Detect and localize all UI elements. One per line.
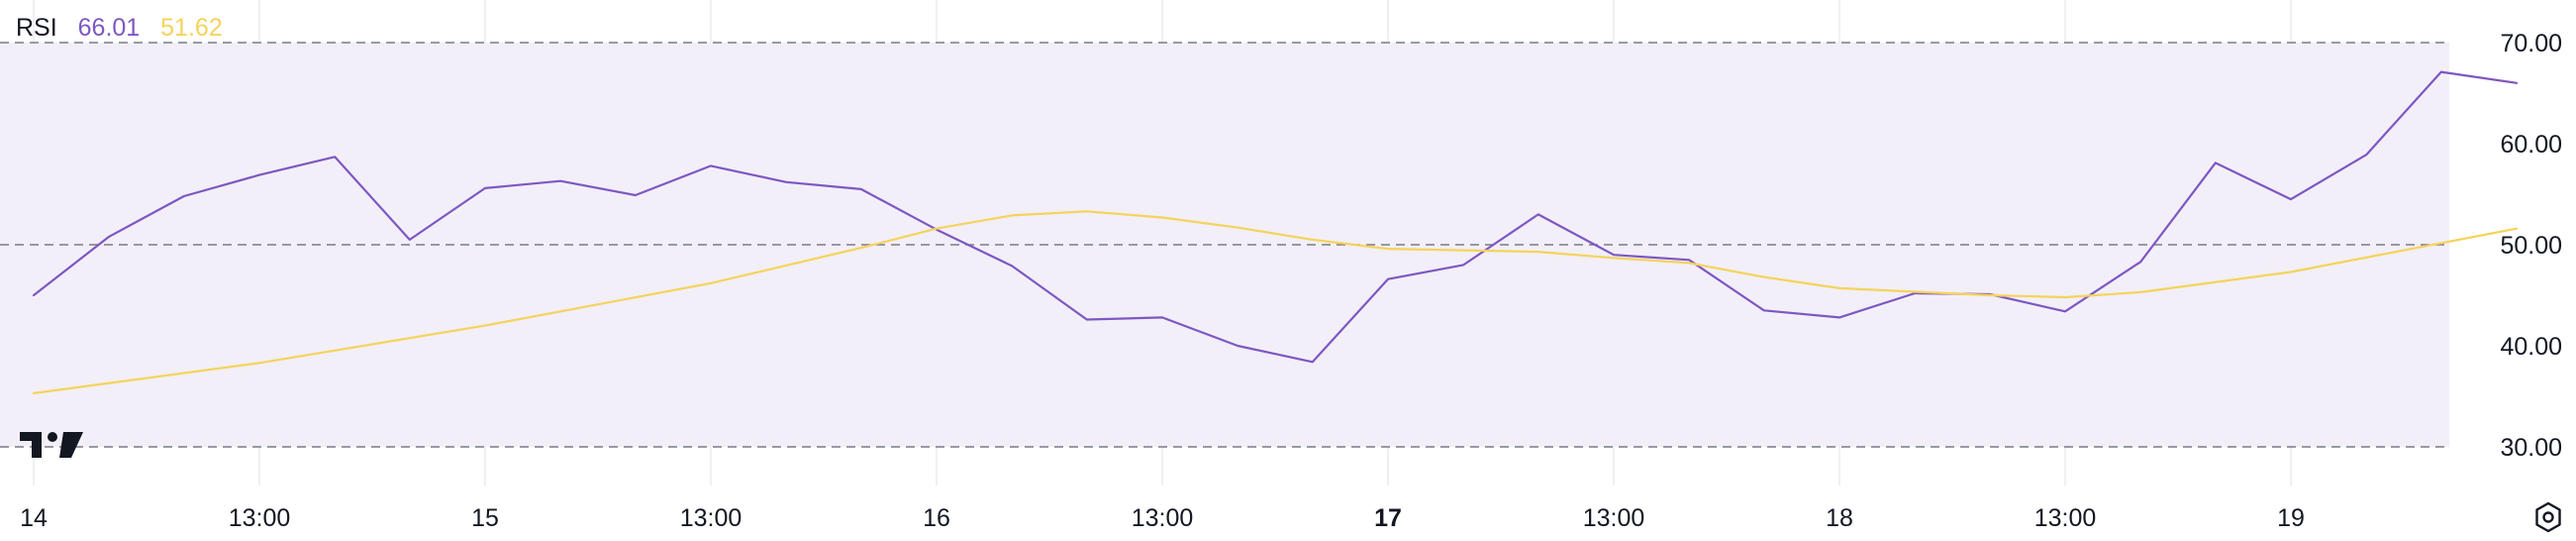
rsi-line xyxy=(32,70,2519,364)
x-tick-label: 13:00 xyxy=(1583,504,1645,532)
tradingview-logo-icon[interactable] xyxy=(20,428,83,462)
x-tick-label: 15 xyxy=(471,504,499,532)
x-tick-label: 16 xyxy=(923,504,950,532)
y-tick-label: 70.00 xyxy=(2500,30,2562,57)
y-tick-label: 50.00 xyxy=(2500,232,2562,260)
x-tick-label: 13:00 xyxy=(1132,504,1194,532)
x-tick-label: 13:00 xyxy=(680,504,743,532)
rsi-band xyxy=(0,42,2449,448)
x-tick-label: 18 xyxy=(1826,504,1853,532)
indicator-name[interactable]: RSI xyxy=(16,14,57,42)
x-tick-label: 17 xyxy=(1374,504,1402,532)
y-tick-label: 30.00 xyxy=(2500,434,2562,462)
x-tick-label: 13:00 xyxy=(2034,504,2097,532)
y-tick-label: 40.00 xyxy=(2500,333,2562,361)
x-tick-label: 13:00 xyxy=(229,504,291,532)
y-tick-label: 60.00 xyxy=(2500,131,2562,159)
ma-value: 51.62 xyxy=(160,14,223,42)
rsi-value: 66.01 xyxy=(77,14,141,42)
series-layer[interactable] xyxy=(32,70,2519,394)
rsi-ma-line xyxy=(32,210,2519,394)
settings-gear-icon[interactable] xyxy=(2531,500,2565,534)
x-tick-label: 19 xyxy=(2277,504,2305,532)
x-axis: 14 13:00 15 13:00 16 13:00 17 13:00 18 13:00 19 xyxy=(20,504,2305,532)
y-axis: 70.00 60.00 50.00 40.00 30.00 xyxy=(2500,30,2562,462)
x-tick-label: 14 xyxy=(20,504,48,532)
indicator-legend[interactable]: RSI 66.01 51.62 xyxy=(16,10,237,46)
